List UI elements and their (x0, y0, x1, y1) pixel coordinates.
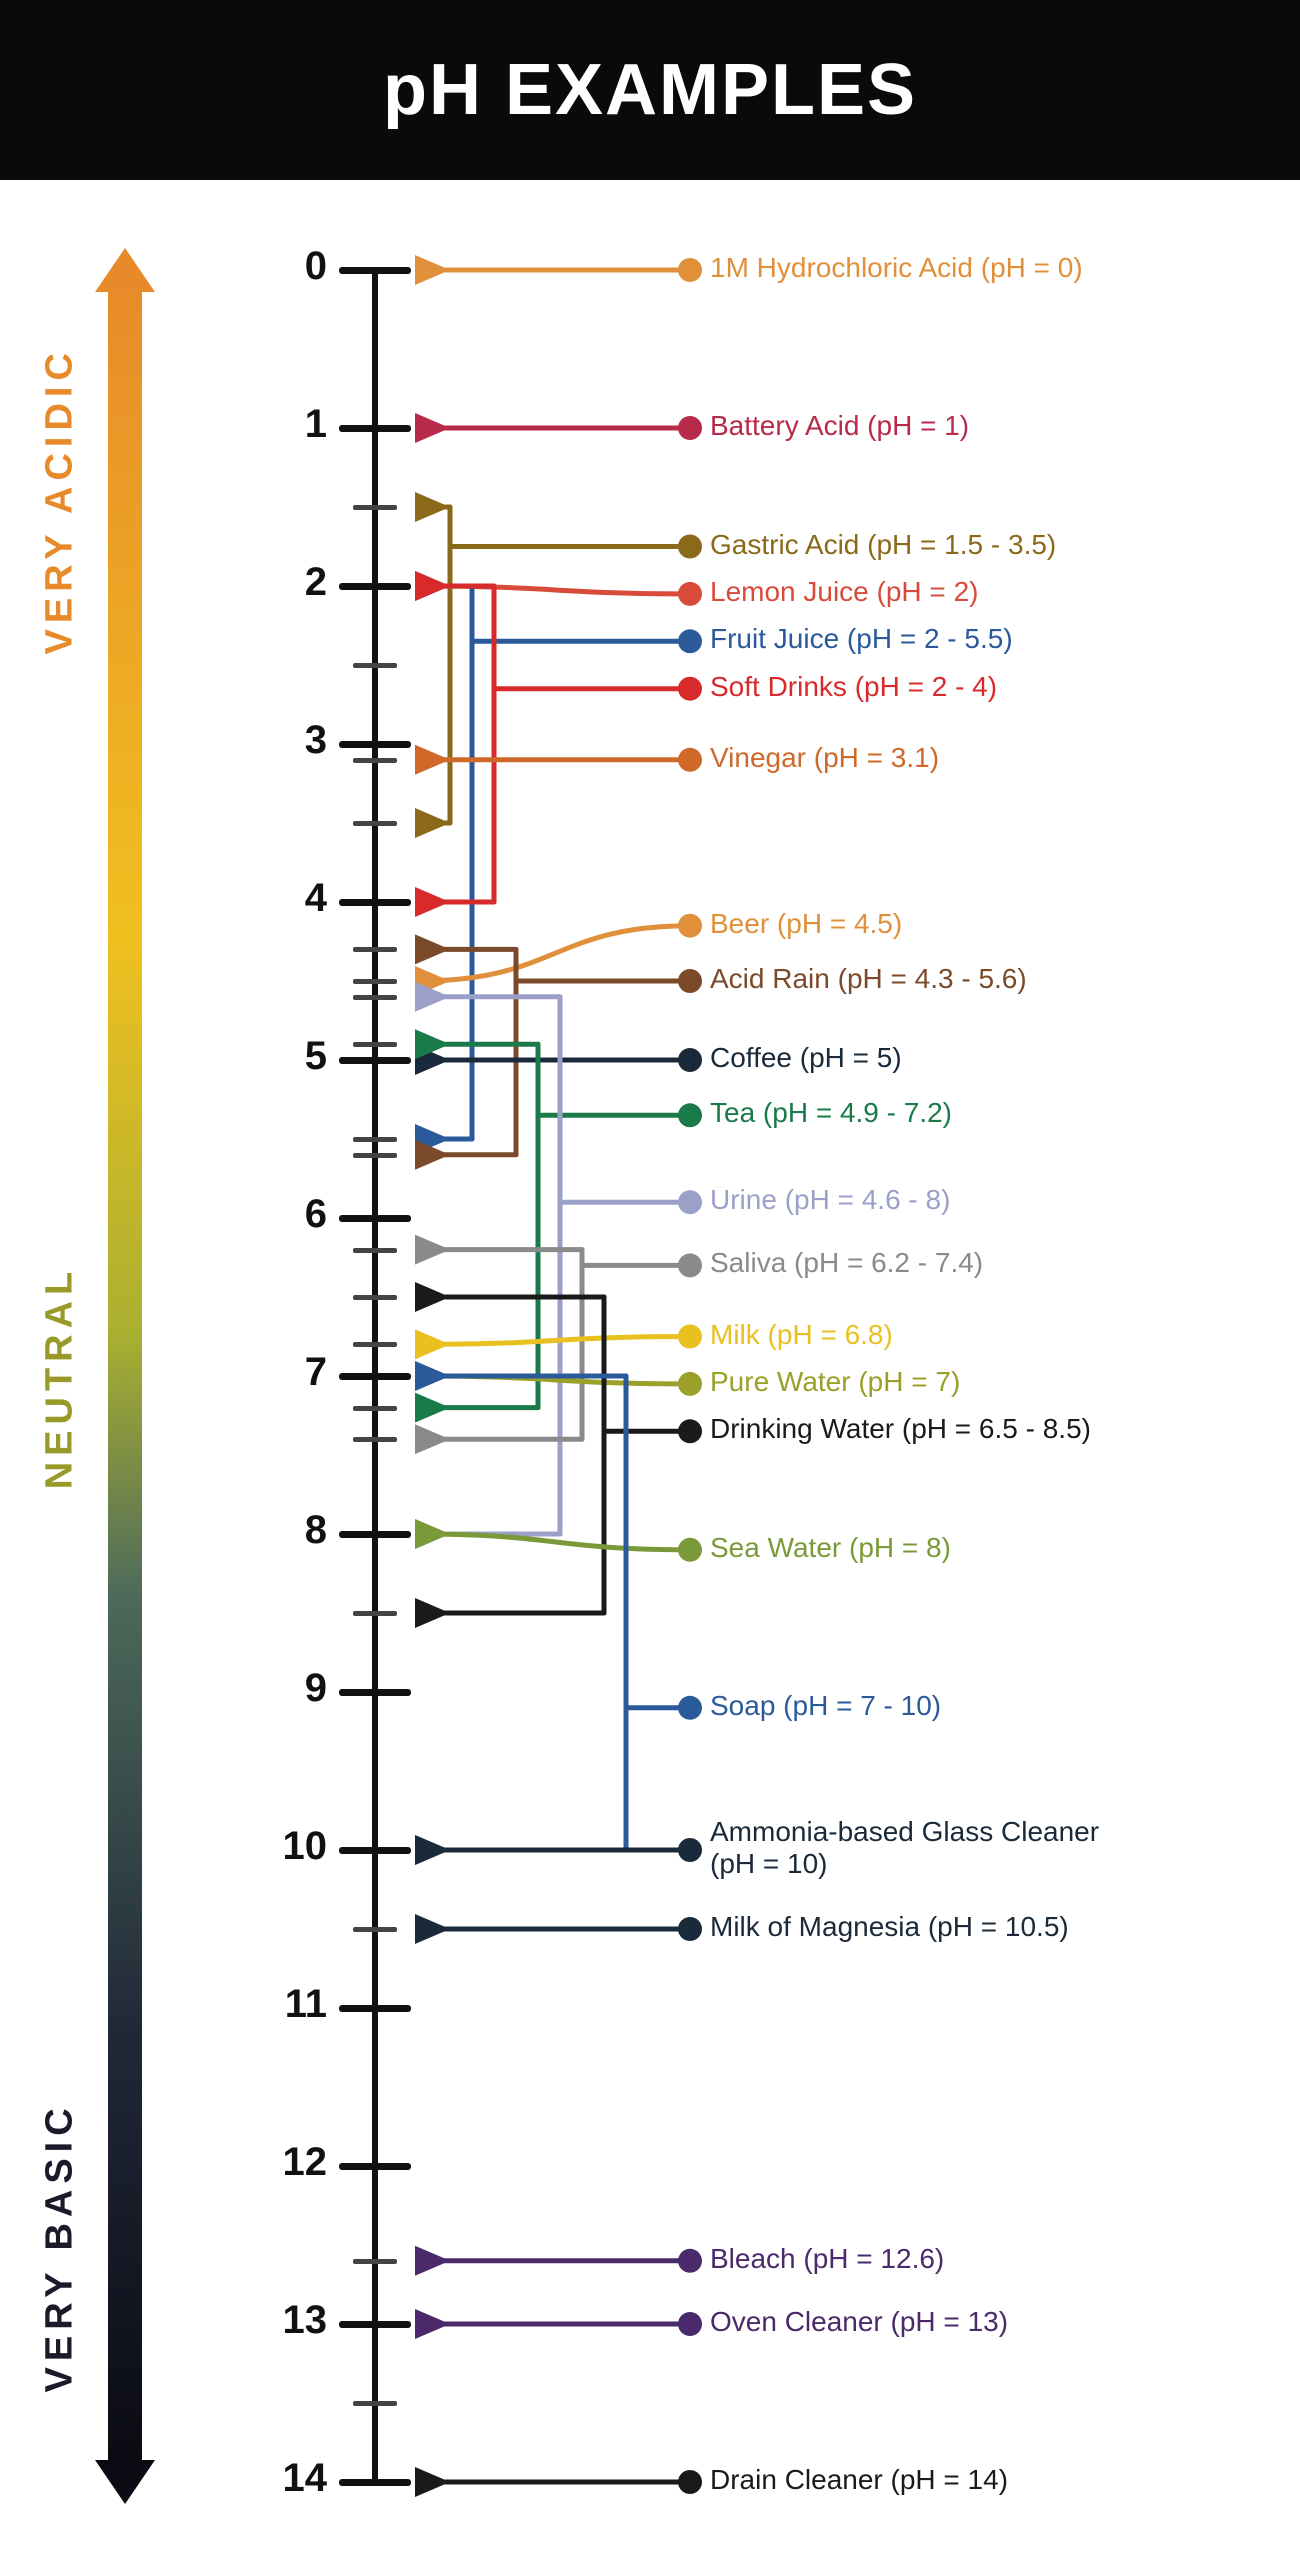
item-label: Drain Cleaner (pH = 14) (710, 2464, 1008, 2496)
item-label: Soap (pH = 7 - 10) (710, 1690, 941, 1722)
item-label: Soft Drinks (pH = 2 - 4) (710, 671, 997, 703)
item-label: Lemon Juice (pH = 2) (710, 576, 978, 608)
page-title: pH EXAMPLES (383, 49, 917, 131)
item-label: Tea (pH = 4.9 - 7.2) (710, 1097, 952, 1129)
header: pH EXAMPLES (0, 0, 1300, 180)
item-label: Pure Water (pH = 7) (710, 1366, 960, 1398)
item-label: Beer (pH = 4.5) (710, 908, 902, 940)
item-label: Oven Cleaner (pH = 13) (710, 2306, 1008, 2338)
item-label: Vinegar (pH = 3.1) (710, 742, 939, 774)
ph-infographic: pH EXAMPLES VERY ACIDICNEUTRALVERY BASIC… (0, 0, 1300, 2560)
item-label: Battery Acid (pH = 1) (710, 410, 969, 442)
item-label: Fruit Juice (pH = 2 - 5.5) (710, 623, 1013, 655)
connectors (0, 230, 1300, 2530)
item-label: Bleach (pH = 12.6) (710, 2243, 944, 2275)
item-label: Milk of Magnesia (pH = 10.5) (710, 1911, 1069, 1943)
item-label: Milk (pH = 6.8) (710, 1319, 893, 1351)
item-label: 1M Hydrochloric Acid (pH = 0) (710, 252, 1083, 284)
item-label: Acid Rain (pH = 4.3 - 5.6) (710, 963, 1027, 995)
item-label: Sea Water (pH = 8) (710, 1532, 951, 1564)
chart-area: VERY ACIDICNEUTRALVERY BASIC012345678910… (0, 230, 1300, 2510)
item-label: Saliva (pH = 6.2 - 7.4) (710, 1247, 983, 1279)
item-label: Ammonia-based Glass Cleaner (pH = 10) (710, 1816, 1140, 1880)
item-label: Drinking Water (pH = 6.5 - 8.5) (710, 1413, 1091, 1445)
item-label: Gastric Acid (pH = 1.5 - 3.5) (710, 529, 1056, 561)
item-label: Coffee (pH = 5) (710, 1042, 902, 1074)
item-label: Urine (pH = 4.6 - 8) (710, 1184, 950, 1216)
